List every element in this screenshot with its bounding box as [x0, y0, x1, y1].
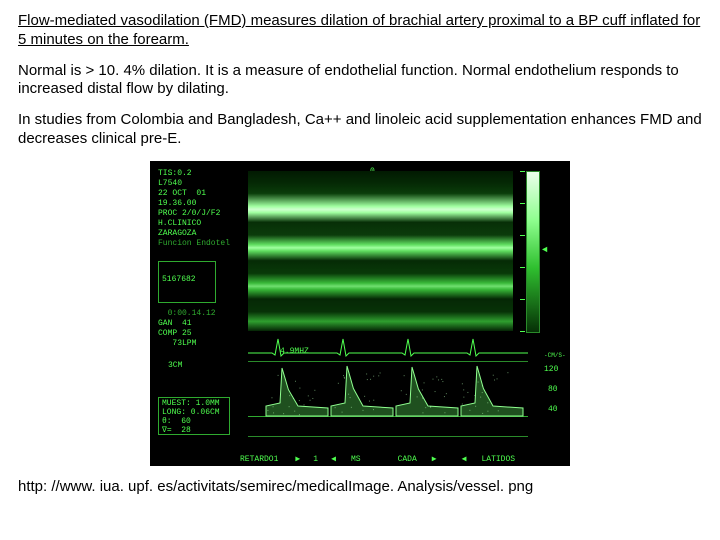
meas-0: MUEST: 1.0MM — [162, 399, 220, 408]
bmode-image — [248, 171, 513, 331]
retardo-label: RETARDO1 — [240, 455, 278, 464]
caret-icon: ◄ — [542, 245, 547, 256]
ms-label: MS — [351, 455, 361, 464]
grayscale-bar — [526, 171, 540, 333]
left-tri-icon: ▶ — [295, 455, 300, 464]
tri2-icon: ▶ — [432, 455, 437, 464]
hdr-line-3: 19.36.00 — [158, 199, 196, 208]
meas-2: θ: 60 — [162, 417, 191, 426]
ultrasound-embed-wrap: TIS:0.2 L7540 22 OCT 01 19.36.00 PROC 2/… — [18, 161, 702, 466]
ecg-waveform — [248, 337, 528, 357]
doppler-panel — [248, 361, 528, 437]
tick-1 — [520, 203, 525, 204]
ultrasound-screen: TIS:0.2 L7540 22 OCT 01 19.36.00 PROC 2/… — [150, 161, 570, 466]
right-tri-icon: ◀ — [331, 455, 336, 464]
meas-3: ∇= 28 — [162, 426, 191, 435]
yscale-2: 40 — [548, 405, 558, 414]
patient-id: 5167682 — [162, 275, 196, 284]
hdr-line-2: 22 OCT 01 — [158, 189, 206, 198]
bottom-bar: RETARDO1 ▶ 1 ◀ MS CADA ▶ ◀ LATIDOS — [240, 449, 562, 463]
latidos-label: LATIDOS — [481, 455, 515, 464]
yscale-0: 120 — [544, 365, 558, 374]
hdr-line-4: PROC 2/0/J/F2 — [158, 209, 220, 218]
hdr-line-1: L7540 — [158, 179, 182, 188]
gain-2: COMP 25 — [158, 329, 192, 338]
tick-5 — [520, 331, 525, 332]
paragraph-3: In studies from Colombia and Bangladesh,… — [18, 111, 702, 149]
yscale-1: 80 — [548, 385, 558, 394]
hdr-line-6: ZARAGOZA — [158, 229, 196, 238]
tick-2 — [520, 235, 525, 236]
paragraph-2: Normal is > 10. 4% dilation. It is a mea… — [18, 62, 702, 100]
scale-label: 3CM — [168, 361, 182, 370]
yscale-unit: -CM/S- — [544, 353, 566, 360]
tri3-icon: ◀ — [462, 455, 467, 464]
meas-1: LONG: 0.06CM — [162, 408, 220, 417]
gain-0: 0:00.14.12 — [158, 309, 216, 318]
gain-3: 73LPM — [158, 339, 196, 348]
source-url: http: //www. iua. upf. es/activitats/sem… — [18, 478, 702, 497]
paragraph-1: Flow-mediated vasodilation (FMD) measure… — [18, 12, 702, 50]
gain-1: GAN 41 — [158, 319, 192, 328]
hdr-line-7: Funcion Endotel — [158, 239, 230, 248]
tick-0 — [520, 171, 525, 172]
retardo-val: 1 — [313, 455, 318, 464]
tick-4 — [520, 299, 525, 300]
hdr-line-5: H.CLINICO — [158, 219, 201, 228]
cada-label: CADA — [398, 455, 417, 464]
para1-underlined: Flow-mediated vasodilation (FMD) measure… — [18, 12, 700, 48]
tick-3 — [520, 267, 525, 268]
hdr-line-0: TIS:0.2 — [158, 169, 192, 178]
